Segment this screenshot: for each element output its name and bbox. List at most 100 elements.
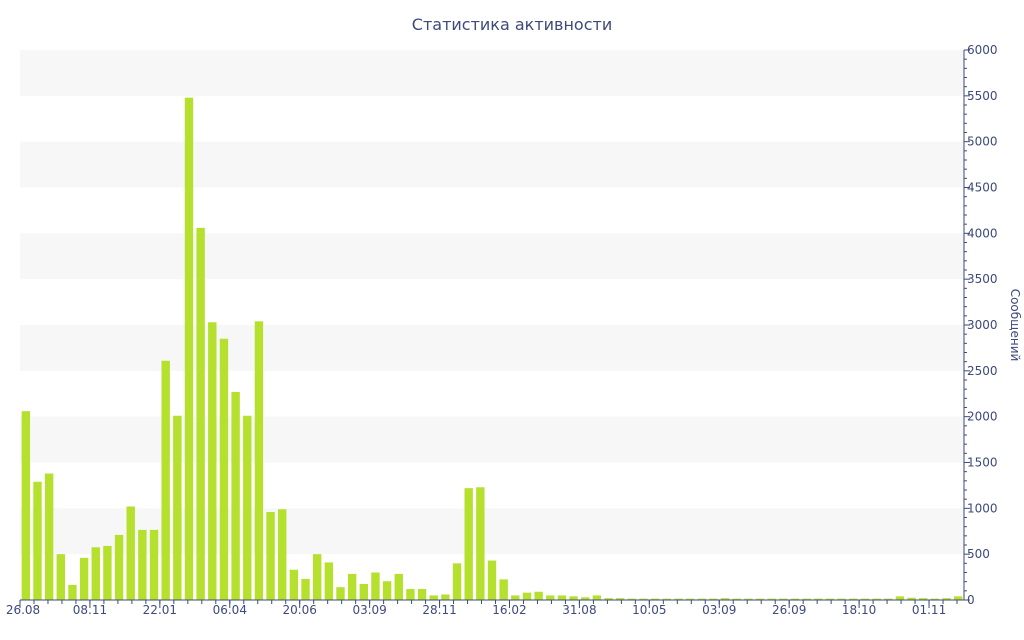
y-tick-label: 1500 — [967, 456, 998, 470]
bar[interactable] — [592, 595, 602, 600]
x-tick-label: 31.08 — [562, 603, 596, 617]
x-tick-label: 01.11 — [912, 603, 946, 617]
y-tick-label: 2500 — [967, 364, 998, 378]
bar[interactable] — [755, 598, 765, 600]
chart-title: Статистика активности — [411, 15, 613, 34]
bar-series — [21, 97, 963, 601]
bar[interactable] — [662, 598, 672, 600]
bar[interactable] — [406, 589, 415, 600]
bar[interactable] — [138, 529, 147, 600]
bar[interactable] — [837, 598, 846, 600]
bar[interactable] — [557, 595, 567, 600]
bar[interactable] — [301, 578, 310, 600]
bar[interactable] — [91, 547, 100, 600]
x-tick-label: 08.11 — [73, 603, 107, 617]
bar[interactable] — [930, 598, 940, 600]
x-tick-label: 18.10 — [842, 603, 876, 617]
bar[interactable] — [872, 598, 881, 600]
bar[interactable] — [604, 598, 613, 600]
bar[interactable] — [161, 360, 170, 600]
bar[interactable] — [243, 415, 252, 600]
bar[interactable] — [196, 227, 205, 601]
bar[interactable] — [790, 598, 800, 600]
bar[interactable] — [289, 569, 299, 600]
bar[interactable] — [499, 579, 508, 600]
bar[interactable] — [33, 481, 42, 600]
bar[interactable] — [68, 584, 77, 600]
bar[interactable] — [814, 598, 823, 600]
bar[interactable] — [942, 598, 951, 600]
bar[interactable] — [417, 589, 427, 600]
bar[interactable] — [394, 573, 403, 600]
bar[interactable] — [639, 598, 648, 600]
bar[interactable] — [254, 321, 264, 600]
bar[interactable] — [464, 488, 473, 600]
bar[interactable] — [103, 545, 112, 600]
bar[interactable] — [674, 598, 683, 600]
x-tick-label: 10.05 — [632, 603, 666, 617]
y-axis-label: Сообщений — [1008, 289, 1022, 362]
bar[interactable] — [184, 97, 194, 601]
bar[interactable] — [487, 560, 497, 600]
bar[interactable] — [79, 557, 89, 600]
grid-band — [20, 233, 964, 280]
bar[interactable] — [44, 473, 54, 601]
bar[interactable] — [382, 581, 392, 600]
bar[interactable] — [697, 598, 706, 600]
bar[interactable] — [173, 415, 182, 600]
bar[interactable] — [581, 597, 590, 600]
bar[interactable] — [919, 598, 928, 600]
y-tick-label: 4000 — [967, 226, 998, 240]
bar[interactable] — [126, 506, 135, 601]
bar[interactable] — [429, 595, 438, 600]
bar[interactable] — [884, 598, 893, 600]
bar[interactable] — [685, 598, 695, 600]
bar[interactable] — [476, 487, 485, 600]
bar[interactable] — [149, 529, 159, 600]
bar[interactable] — [627, 598, 637, 600]
bar[interactable] — [312, 554, 322, 600]
bar[interactable] — [371, 572, 380, 601]
grid-band — [20, 141, 964, 188]
bar[interactable] — [953, 596, 963, 600]
bar[interactable] — [511, 595, 520, 600]
bar[interactable] — [825, 598, 835, 600]
bar[interactable] — [860, 598, 870, 600]
bar[interactable] — [219, 338, 229, 600]
y-tick-label: 500 — [967, 547, 990, 561]
bar[interactable] — [802, 598, 811, 600]
bar[interactable] — [21, 411, 31, 600]
bar[interactable] — [359, 583, 368, 600]
bar[interactable] — [336, 587, 345, 600]
x-axis: 26.08 08.11 22.01 06.04 20.06 03.09 28.11 16.02… — [6, 599, 964, 617]
bar[interactable] — [849, 598, 858, 600]
bar[interactable] — [441, 594, 450, 601]
grid-band — [20, 325, 964, 371]
bar[interactable] — [231, 391, 240, 600]
bar[interactable] — [907, 597, 916, 600]
bar[interactable] — [767, 598, 776, 600]
bar[interactable] — [522, 592, 532, 600]
bar[interactable] — [895, 596, 905, 600]
bar[interactable] — [347, 573, 357, 600]
bar[interactable] — [744, 598, 753, 600]
bar[interactable] — [569, 596, 578, 600]
bar[interactable] — [208, 322, 217, 600]
bar[interactable] — [709, 598, 718, 600]
bar[interactable] — [732, 598, 741, 600]
bar[interactable] — [546, 595, 555, 600]
bar[interactable] — [616, 598, 625, 600]
bar[interactable] — [56, 554, 65, 600]
y-tick-label: 5000 — [967, 135, 998, 149]
y-tick-label: 5500 — [967, 89, 998, 103]
bar[interactable] — [452, 563, 462, 600]
bar[interactable] — [779, 598, 788, 600]
bar[interactable] — [114, 534, 124, 600]
bar[interactable] — [324, 562, 334, 600]
bar[interactable] — [650, 598, 660, 600]
bar[interactable] — [278, 509, 287, 600]
bar[interactable] — [720, 598, 730, 600]
bar[interactable] — [266, 512, 275, 600]
bar[interactable] — [534, 591, 543, 600]
